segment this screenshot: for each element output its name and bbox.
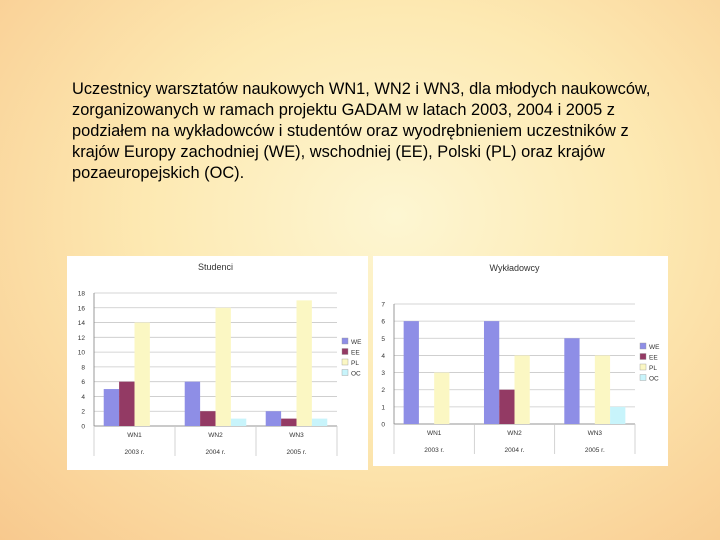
bar-pl [215, 307, 231, 426]
legend-label: EE [649, 355, 658, 362]
x-tick-label: WN1 [427, 430, 442, 437]
bar-ee [200, 411, 216, 426]
x-year-label: 2003 r. [125, 449, 145, 456]
bar-oc [311, 418, 328, 426]
legend-label: WE [649, 344, 660, 351]
y-tick-label: 0 [381, 422, 385, 429]
chart-title: Wykładowcy [490, 263, 540, 273]
y-tick-label: 16 [78, 305, 86, 312]
y-tick-label: 18 [78, 291, 86, 298]
y-tick-label: 1 [381, 404, 385, 411]
x-tick-label: WN3 [289, 432, 304, 439]
legend-swatch [341, 369, 349, 376]
y-tick-label: 4 [81, 394, 85, 401]
bar-ee [499, 389, 515, 424]
y-tick-label: 2 [381, 387, 385, 394]
legend-swatch [639, 363, 647, 371]
bar-ee [119, 381, 135, 426]
x-tick-label: WN2 [208, 432, 223, 439]
bar-oc [610, 406, 626, 424]
x-year-label: 2005 r. [585, 447, 605, 454]
x-tick-label: WN1 [127, 432, 142, 439]
y-tick-label: 10 [78, 350, 86, 357]
legend-swatch [639, 342, 647, 350]
chart-wykladowcy-panel: Wykładowcy 0 1 2 3 4 5 6 7 WN1 2003 r. WN2 2004 r. WN… [373, 256, 668, 466]
y-tick-label: 3 [381, 370, 385, 377]
bar-pl [134, 322, 150, 426]
chart-studenci-panel: Studenci 0 2 4 6 8 10 12 14 16 18 WN1 2003 r. WN2 2004… [67, 256, 368, 470]
bar-we [265, 411, 282, 426]
x-year-label: 2004 r. [505, 447, 525, 454]
y-tick-label: 14 [78, 320, 86, 327]
bar-we [403, 321, 419, 424]
bar-pl [594, 355, 611, 424]
x-tick-label: WN2 [507, 430, 522, 437]
legend-label: OC [649, 376, 659, 383]
legend-label: PL [351, 360, 359, 367]
bar-we [184, 381, 201, 426]
legend-swatch [341, 337, 349, 345]
y-tick-label: 6 [81, 379, 85, 386]
bar-we [103, 389, 120, 426]
legend-swatch [639, 353, 647, 360]
bar-pl [296, 300, 312, 426]
y-tick-label: 8 [81, 364, 85, 371]
x-year-label: 2004 r. [206, 449, 226, 456]
legend-label: WE [351, 339, 362, 346]
legend-label: PL [649, 365, 657, 372]
x-tick-label: WN3 [588, 430, 603, 437]
legend-label: EE [351, 350, 360, 357]
bar-ee [281, 418, 297, 426]
y-tick-label: 6 [381, 319, 385, 326]
y-tick-label: 0 [81, 424, 85, 431]
slide-caption: Uczestnicy warsztatów naukowych WN1, WN2… [72, 80, 651, 182]
legend-label: OC [351, 371, 361, 378]
y-tick-label: 2 [81, 409, 85, 416]
x-year-label: 2003 r. [424, 447, 444, 454]
y-tick-label: 12 [78, 335, 86, 342]
bar-pl [514, 355, 530, 424]
bar-pl [434, 372, 450, 424]
y-tick-label: 4 [381, 353, 385, 360]
chart-studenci: Studenci 0 2 4 6 8 10 12 14 16 18 WN1 2003 r. WN2 2004… [78, 262, 362, 456]
y-tick-label: 5 [381, 336, 385, 343]
x-year-label: 2005 r. [287, 449, 307, 456]
bar-we [483, 321, 500, 424]
legend-swatch [341, 358, 349, 366]
legend-swatch [341, 348, 349, 355]
chart-wykladowcy: Wykładowcy 0 1 2 3 4 5 6 7 WN1 2003 r. WN2 2004 r. WN… [381, 263, 660, 454]
legend-swatch [639, 374, 647, 381]
y-tick-label: 7 [381, 302, 385, 309]
bar-oc [230, 418, 247, 426]
chart-title: Studenci [198, 262, 233, 272]
bar-we [564, 338, 580, 424]
